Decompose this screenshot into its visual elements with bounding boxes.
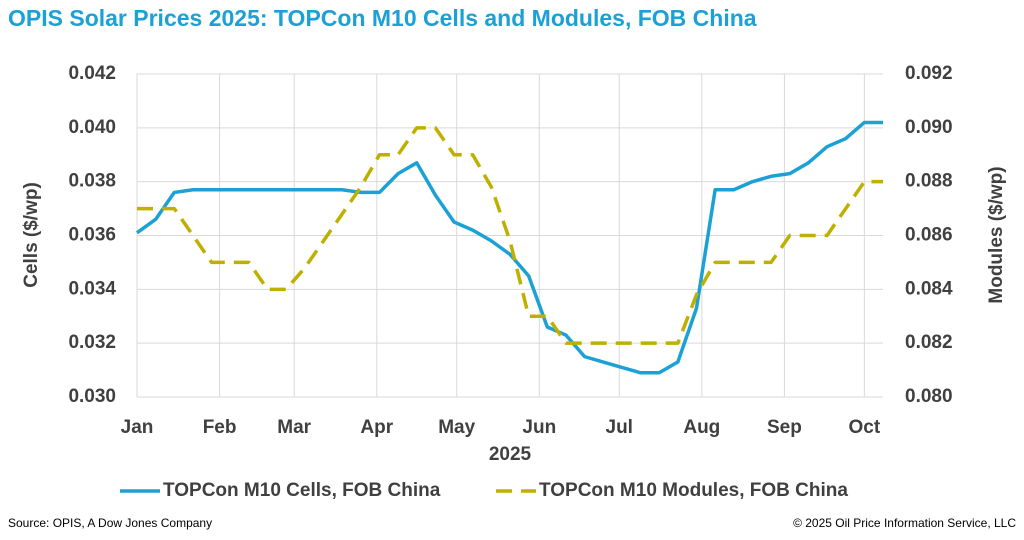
x-tick-label: Oct [849, 417, 881, 438]
y-tick-label: 0.038 [68, 171, 116, 192]
x-tick-label: Jul [606, 417, 633, 438]
y-tick-label: 0.040 [68, 117, 116, 138]
x-tick-label: May [438, 417, 475, 438]
copyright-note: © 2025 Oil Price Information Service, LL… [793, 516, 1016, 530]
legend-label: TOPCon M10 Cells, FOB China [163, 480, 441, 501]
y2-axis-label: Modules ($/wp) [986, 166, 1007, 303]
y-tick-label: 0.030 [68, 386, 116, 407]
legend-label: TOPCon M10 Modules, FOB China [539, 480, 848, 501]
y-tick-label: 0.034 [68, 278, 116, 299]
y-tick-label: 0.042 [68, 63, 116, 84]
x-tick-label: Apr [360, 417, 393, 438]
x-tick-label: Sep [767, 417, 802, 438]
y-tick-label: 0.036 [68, 225, 116, 246]
data-line [135, 120, 883, 375]
x-tick-label: Aug [683, 417, 720, 438]
x-axis-label: 2025 [489, 444, 532, 465]
y2-tick-label: 0.090 [905, 117, 953, 138]
y-tick-label: 0.032 [68, 332, 116, 353]
data-line [137, 126, 883, 345]
y2-tick-label: 0.088 [905, 171, 953, 192]
x-tick-label: Jan [121, 417, 154, 438]
x-tick-label: Feb [203, 417, 237, 438]
chart-title: OPIS Solar Prices 2025: TOPCon M10 Cells… [8, 5, 757, 31]
y2-tick-label: 0.084 [905, 278, 953, 299]
y2-tick-label: 0.082 [905, 332, 953, 353]
source-note: Source: OPIS, A Dow Jones Company [8, 516, 212, 530]
y2-tick-label: 0.080 [905, 386, 953, 407]
y-axis-label: Cells ($/wp) [21, 182, 42, 288]
y2-tick-label: 0.092 [905, 63, 953, 84]
x-tick-label: Mar [277, 417, 311, 438]
x-tick-label: Jun [522, 417, 556, 438]
y2-tick-label: 0.086 [905, 225, 953, 246]
